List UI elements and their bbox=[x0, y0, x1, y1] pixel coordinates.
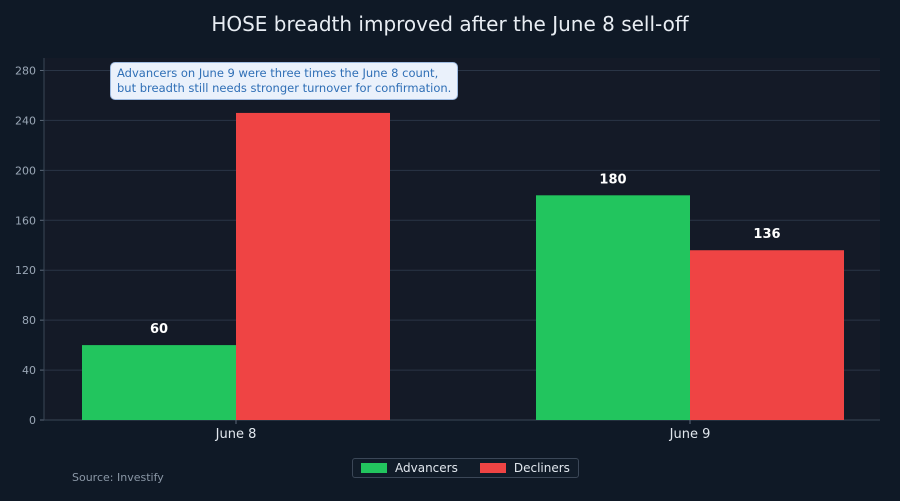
bar-decliners-june-9[interactable] bbox=[690, 250, 844, 420]
legend-label-advancers: Advancers bbox=[395, 461, 458, 475]
y-tick-label: 160 bbox=[15, 214, 36, 227]
legend-label-decliners: Decliners bbox=[513, 461, 570, 475]
legend-swatch-decliners bbox=[479, 463, 506, 473]
chart-title: HOSE breadth improved after the June 8 s… bbox=[211, 12, 689, 36]
y-tick-label: 0 bbox=[29, 414, 36, 427]
x-tick-label: June 9 bbox=[669, 427, 711, 442]
bars bbox=[82, 112, 844, 421]
bar-advancers-june-9[interactable] bbox=[536, 195, 690, 420]
bar-advancers-june-8[interactable] bbox=[82, 345, 236, 420]
y-tick-label: 200 bbox=[15, 164, 36, 177]
chart-annotation: Advancers on June 9 were three times the… bbox=[110, 62, 459, 100]
y-tick-label: 80 bbox=[22, 314, 36, 327]
y-tick-label: 40 bbox=[22, 364, 36, 377]
source-note: Source: Investify bbox=[72, 471, 164, 484]
y-tick-label: 240 bbox=[15, 114, 36, 127]
data-labels: 60 180 136 bbox=[150, 172, 781, 337]
data-label: 136 bbox=[753, 227, 780, 242]
legend-item-decliners[interactable]: Decliners bbox=[479, 461, 570, 475]
legend-swatch-advancers bbox=[361, 463, 387, 473]
legend-item-advancers[interactable]: Advancers bbox=[361, 461, 458, 475]
y-tick-label: 280 bbox=[15, 64, 36, 77]
bar-decliners-june-8[interactable] bbox=[236, 112, 390, 421]
data-label: 180 bbox=[599, 172, 626, 187]
y-tick-label: 120 bbox=[15, 264, 36, 277]
x-tick-label: June 8 bbox=[215, 427, 257, 442]
data-label: 60 bbox=[150, 322, 168, 337]
legend: Advancers Decliners bbox=[352, 458, 579, 478]
